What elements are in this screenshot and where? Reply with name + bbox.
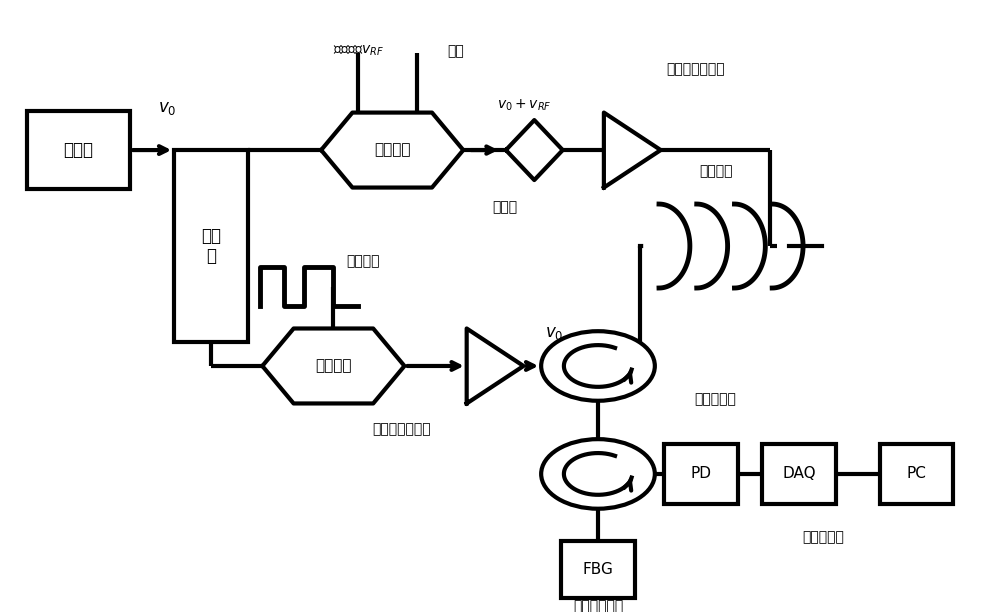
Polygon shape	[262, 329, 404, 403]
Bar	[561, 542, 635, 599]
Text: PC: PC	[907, 466, 926, 482]
Text: $v_0+v_{RF}$: $v_0+v_{RF}$	[497, 97, 552, 113]
Text: 电光调制: 电光调制	[315, 359, 352, 373]
Polygon shape	[467, 329, 524, 403]
Text: 激光器: 激光器	[64, 141, 94, 159]
Text: DAQ: DAQ	[782, 466, 816, 482]
Bar	[174, 150, 248, 342]
Text: 传感光纤: 传感光纤	[699, 164, 732, 178]
Text: 隔离器: 隔离器	[492, 200, 517, 214]
Circle shape	[541, 331, 655, 401]
Text: 耦合
器: 耦合 器	[201, 226, 221, 266]
Bar	[27, 111, 130, 189]
Text: 电光调制: 电光调制	[374, 143, 410, 157]
Bar	[880, 444, 953, 504]
Bar	[762, 444, 836, 504]
Polygon shape	[604, 113, 661, 187]
Text: 偏压: 偏压	[448, 44, 464, 58]
Text: 光电探测器: 光电探测器	[695, 392, 737, 406]
Text: 光纤光栅滤波: 光纤光栅滤波	[573, 599, 623, 612]
Text: 掺铒光纤放大器: 掺铒光纤放大器	[667, 62, 725, 76]
Text: FBG: FBG	[583, 562, 613, 577]
Circle shape	[541, 439, 655, 509]
Text: PD: PD	[690, 466, 711, 482]
Text: 射频信号$v_{RF}$: 射频信号$v_{RF}$	[333, 44, 383, 58]
Text: $v_0$: $v_0$	[545, 324, 563, 342]
Polygon shape	[506, 120, 563, 180]
Text: 掺铒光纤放大器: 掺铒光纤放大器	[373, 422, 431, 436]
Bar	[664, 444, 738, 504]
Text: 数据采集卡: 数据采集卡	[802, 530, 844, 544]
Text: 脉冲调制: 脉冲调制	[346, 254, 380, 268]
Polygon shape	[321, 113, 463, 187]
Text: $v_0$: $v_0$	[158, 99, 176, 117]
